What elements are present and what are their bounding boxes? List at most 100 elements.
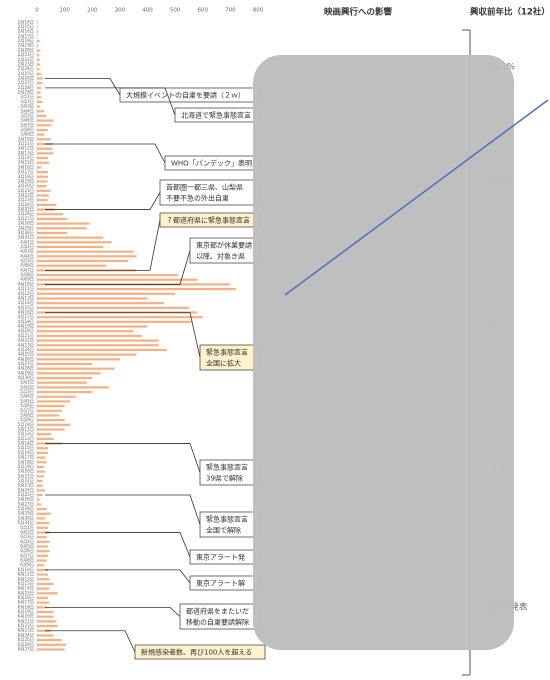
bar bbox=[37, 255, 137, 258]
column-header: 興収前年比（12社） bbox=[470, 7, 550, 18]
y-tick-label: 4月12日 bbox=[18, 291, 34, 297]
bar bbox=[37, 507, 47, 511]
bar bbox=[37, 297, 148, 300]
y-tick-label: 3月9日 bbox=[20, 132, 34, 138]
bar bbox=[37, 231, 68, 235]
y-tick-label: 3月25日 bbox=[18, 207, 34, 213]
bar bbox=[37, 540, 50, 543]
y-tick-label: 4月22日 bbox=[18, 338, 34, 344]
y-tick-label: 4月6日 bbox=[20, 263, 34, 269]
y-tick-label: 5月28日 bbox=[18, 506, 34, 512]
y-tick-label: 6月20日 bbox=[18, 614, 34, 620]
bar bbox=[37, 348, 167, 352]
x-tick-label: 400 bbox=[142, 8, 153, 14]
bar bbox=[37, 564, 44, 567]
bar bbox=[37, 447, 49, 450]
y-tick-label: 3月23日 bbox=[18, 197, 34, 203]
y-tick-label: 3月28日 bbox=[18, 221, 34, 227]
y-tick-label: 4月5日 bbox=[20, 258, 34, 264]
bar bbox=[37, 592, 58, 595]
y-tick-label: 4月1日 bbox=[20, 239, 34, 245]
y-tick-label: 5月26日 bbox=[18, 497, 34, 503]
bar bbox=[37, 433, 51, 436]
connector bbox=[45, 312, 201, 358]
bar bbox=[37, 44, 39, 47]
bar bbox=[37, 489, 46, 492]
annotation-text: 緊急事態宣言 bbox=[206, 463, 248, 472]
bar bbox=[37, 68, 40, 71]
y-tick-label: 6月27日 bbox=[18, 646, 34, 652]
y-tick-label: 5月22日 bbox=[18, 478, 34, 484]
y-tick-label: 6月18日 bbox=[18, 604, 34, 610]
y-tick-label: 3月4日 bbox=[20, 108, 34, 114]
bar bbox=[37, 49, 41, 52]
y-tick-label: 5月15日 bbox=[18, 445, 34, 451]
y-tick-label: 4月20日 bbox=[18, 328, 34, 334]
x-tick-label: 700 bbox=[225, 8, 236, 14]
bar bbox=[37, 222, 90, 225]
y-tick-label: 3月13日 bbox=[18, 150, 34, 156]
y-tick-label: 6月6日 bbox=[20, 548, 34, 554]
y-tick-label: 5月27日 bbox=[18, 501, 34, 507]
bar bbox=[37, 82, 43, 85]
y-tick-label: 3月1日 bbox=[20, 94, 34, 100]
bar bbox=[37, 91, 41, 94]
y-tick-label: 3月14日 bbox=[18, 155, 34, 161]
y-tick-label: 3月24日 bbox=[18, 202, 34, 208]
bar bbox=[37, 498, 40, 501]
y-tick-label: 6月26日 bbox=[18, 642, 34, 648]
connector bbox=[45, 143, 166, 164]
y-tick-label: 5月8日 bbox=[20, 412, 34, 418]
y-tick-label: 4月29日 bbox=[18, 370, 34, 376]
bar bbox=[37, 339, 159, 342]
y-tick-label: 3月19日 bbox=[18, 178, 34, 184]
connector bbox=[45, 443, 201, 473]
bar bbox=[37, 419, 65, 422]
y-tick-label: 4月9日 bbox=[20, 277, 34, 283]
y-tick-label: 4月15日 bbox=[18, 305, 34, 311]
bar bbox=[37, 320, 192, 323]
y-tick-label: 6月7日 bbox=[20, 553, 34, 559]
bar bbox=[37, 180, 48, 183]
bar bbox=[37, 72, 42, 75]
y-tick-label: 3月2日 bbox=[20, 99, 34, 105]
bar bbox=[37, 236, 104, 239]
bar bbox=[37, 512, 51, 515]
bar bbox=[37, 470, 46, 473]
bar bbox=[37, 648, 65, 651]
bar bbox=[37, 620, 57, 623]
y-tick-label: 5月10日 bbox=[18, 422, 34, 428]
y-tick-label: 4月27日 bbox=[18, 361, 34, 367]
x-tick-label: 100 bbox=[59, 8, 70, 14]
bar bbox=[37, 400, 71, 403]
y-tick-label: 5月9日 bbox=[20, 417, 34, 423]
bar bbox=[37, 63, 41, 66]
bar bbox=[37, 330, 134, 333]
bar bbox=[37, 288, 236, 291]
bar bbox=[37, 615, 54, 618]
bar bbox=[37, 526, 49, 529]
y-tick-label: 5月23日 bbox=[18, 483, 34, 489]
bar bbox=[37, 344, 159, 347]
y-tick-label: 4月24日 bbox=[18, 347, 34, 353]
bar bbox=[37, 217, 68, 220]
y-tick-label: 4月13日 bbox=[18, 295, 34, 301]
connector bbox=[45, 192, 161, 210]
y-tick-label: 5月6日 bbox=[20, 403, 34, 409]
bar bbox=[37, 147, 53, 150]
bar bbox=[37, 461, 47, 464]
bar bbox=[37, 86, 42, 89]
y-tick-label: 6月12日 bbox=[18, 576, 34, 582]
bar bbox=[37, 456, 46, 459]
bar bbox=[37, 405, 65, 408]
annotation-text: 以降、対象き県 bbox=[196, 252, 245, 261]
y-tick-label: 3月6日 bbox=[20, 118, 34, 124]
y-tick-label: 2月21日 bbox=[18, 52, 34, 58]
bar bbox=[37, 96, 41, 99]
y-tick-label: 3月11日 bbox=[18, 141, 34, 147]
y-tick-label: 3月29日 bbox=[18, 225, 34, 231]
annotation-text: 都道府県をまたいだ bbox=[186, 607, 249, 616]
bar bbox=[37, 423, 71, 426]
annotation-text: 北海道で緊急事態宣言 bbox=[181, 111, 251, 120]
annotation-text: 新規感染者数、再び100人を超える bbox=[141, 648, 252, 657]
